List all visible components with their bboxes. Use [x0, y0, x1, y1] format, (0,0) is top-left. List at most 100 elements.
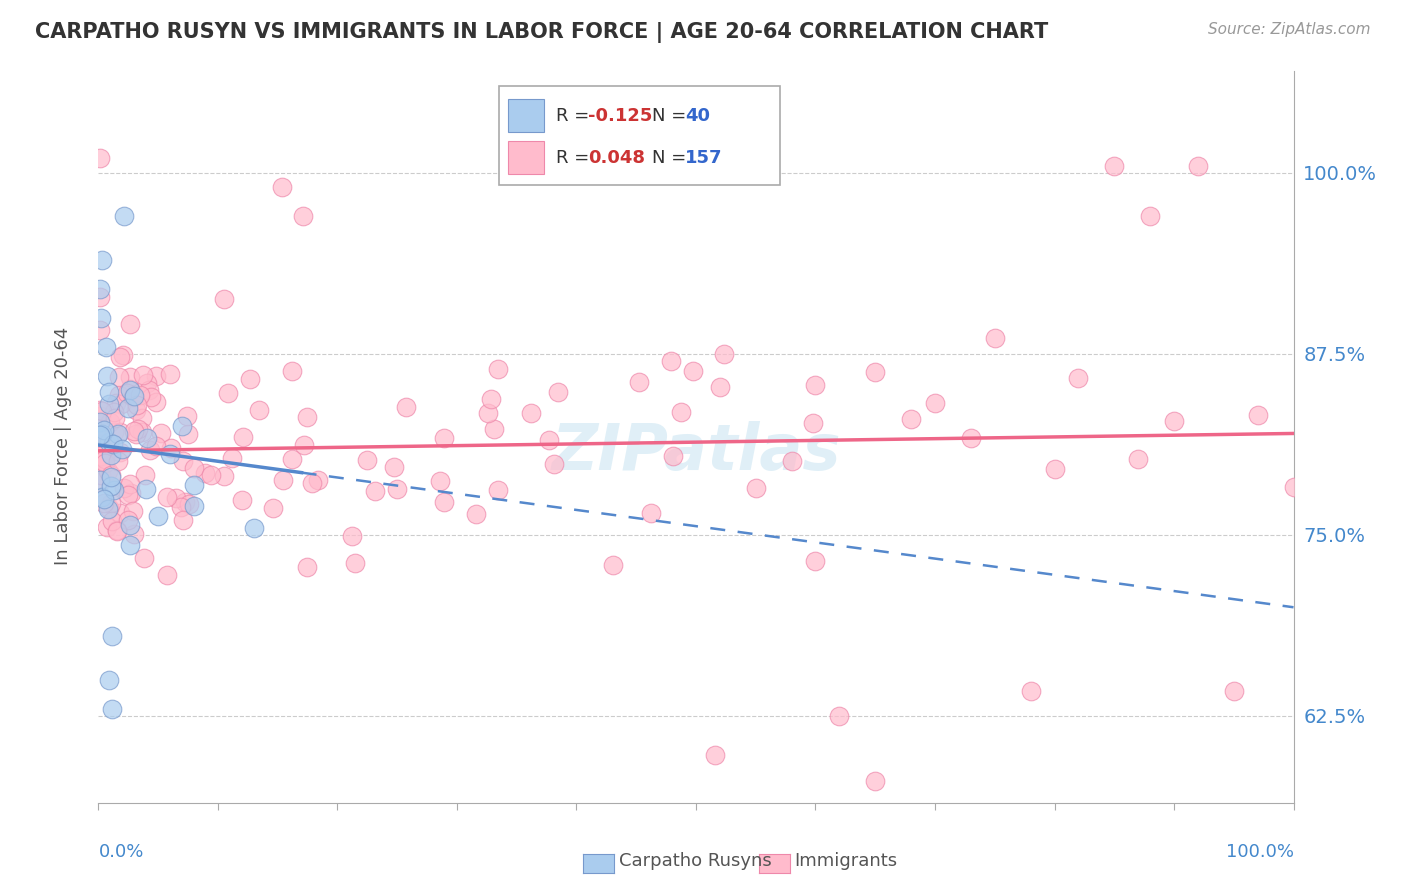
Text: Source: ZipAtlas.com: Source: ZipAtlas.com [1208, 22, 1371, 37]
Point [262, 501, 284, 516]
Point [212, 469, 235, 483]
Point [118, 318, 141, 332]
Point [111, 442, 134, 456]
Point [221, 450, 243, 465]
Point [110, 397, 132, 411]
Point [90, 310, 112, 325]
Point [363, 483, 385, 498]
Point [114, 481, 136, 495]
Point [93, 429, 115, 443]
Point [101, 514, 124, 528]
Point [385, 482, 408, 496]
Point [120, 485, 142, 500]
Point [804, 378, 827, 392]
Point [131, 425, 153, 439]
Point [704, 747, 727, 762]
Point [343, 556, 366, 570]
Point [120, 538, 142, 552]
Point [89, 475, 111, 490]
Point [122, 527, 145, 541]
Point [108, 506, 131, 520]
Point [118, 383, 141, 397]
Point [231, 493, 253, 508]
Point [239, 372, 262, 386]
Text: 100.0%: 100.0% [1226, 843, 1294, 861]
Point [100, 470, 122, 484]
Point [486, 361, 509, 376]
Text: 0.0%: 0.0% [98, 843, 143, 861]
Point [382, 460, 405, 475]
Point [93, 496, 115, 510]
Point [131, 411, 153, 425]
Point [429, 474, 451, 488]
Text: In Labor Force | Age 20-64: In Labor Force | Age 20-64 [55, 326, 72, 566]
Point [105, 524, 128, 538]
Point [900, 412, 922, 426]
Point [117, 488, 139, 502]
Text: 157: 157 [685, 149, 723, 167]
Point [94, 456, 117, 470]
Point [97, 434, 120, 449]
Point [307, 473, 329, 487]
Point [865, 365, 887, 379]
Point [118, 477, 141, 491]
Text: 0.048: 0.048 [589, 149, 645, 167]
Point [98, 415, 121, 429]
Point [669, 404, 692, 418]
Point [628, 375, 651, 389]
Point [107, 454, 129, 468]
FancyBboxPatch shape [499, 86, 780, 185]
Point [100, 479, 122, 493]
Point [165, 491, 187, 505]
Point [100, 448, 122, 462]
Point [356, 453, 378, 467]
Point [127, 421, 149, 435]
Point [177, 497, 200, 511]
Point [745, 482, 768, 496]
Point [156, 568, 179, 582]
Point [90, 490, 112, 504]
Point [249, 403, 271, 417]
Point [96, 340, 118, 354]
Point [90, 404, 112, 418]
Point [172, 454, 194, 468]
Point [183, 460, 205, 475]
Point [232, 430, 254, 444]
Point [172, 418, 194, 433]
Point [91, 252, 114, 267]
Point [804, 554, 827, 568]
Point [93, 424, 115, 438]
Point [96, 437, 118, 451]
Text: Carpatho Rusyns: Carpatho Rusyns [619, 852, 772, 870]
Point [89, 468, 111, 483]
Point [433, 494, 456, 508]
Point [148, 508, 170, 523]
Point [132, 550, 155, 565]
Point [159, 441, 181, 455]
Point [134, 468, 156, 483]
Point [176, 409, 198, 423]
Point [340, 529, 363, 543]
Point [1128, 452, 1150, 467]
Point [138, 384, 160, 398]
Point [93, 491, 115, 506]
Point [98, 384, 121, 399]
Point [538, 433, 561, 447]
Point [120, 383, 142, 397]
Point [394, 400, 416, 414]
Point [1247, 408, 1270, 422]
Point [682, 364, 704, 378]
Point [103, 405, 125, 419]
Point [112, 348, 135, 362]
Point [97, 501, 120, 516]
Point [89, 290, 111, 304]
Point [125, 402, 148, 417]
Point [1067, 371, 1090, 385]
Text: Immigrants: Immigrants [794, 852, 897, 870]
FancyBboxPatch shape [509, 99, 544, 132]
Point [780, 453, 803, 467]
Point [292, 438, 315, 452]
Point [984, 331, 1007, 345]
Point [94, 452, 117, 467]
Point [659, 354, 682, 368]
